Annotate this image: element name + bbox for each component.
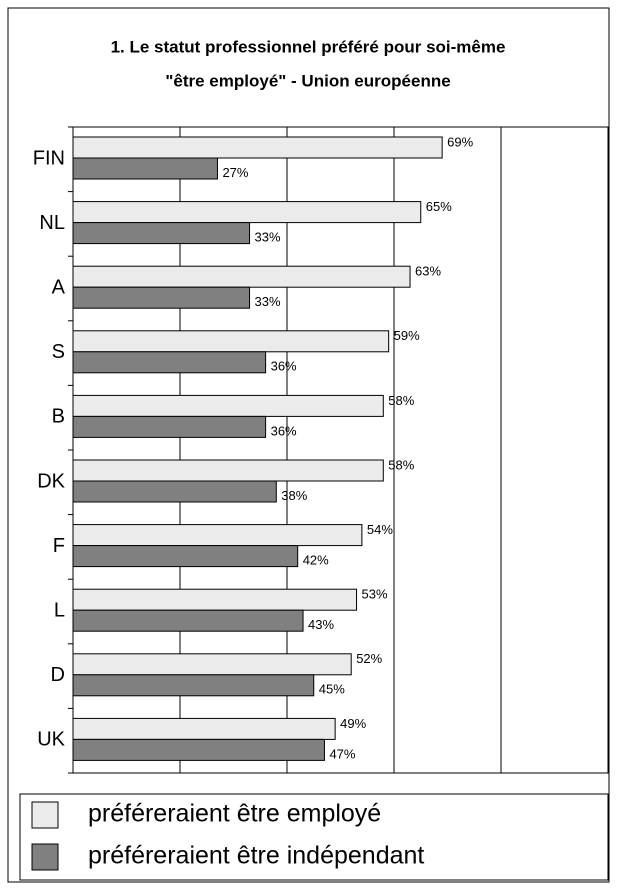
bar (72, 717, 336, 740)
chart-title: "être employé" - Union européenne (165, 71, 450, 90)
legend (19, 793, 609, 881)
bar (72, 588, 358, 611)
legend-swatch (31, 843, 59, 871)
value-label: 58% (388, 393, 414, 408)
bar (72, 222, 251, 245)
value-label: 53% (362, 587, 388, 602)
chart-title: 1. Le statut professionnel préféré pour … (111, 37, 506, 56)
value-label: 45% (319, 682, 345, 697)
y-tick-label: S (52, 341, 65, 363)
value-label: 69% (447, 134, 473, 149)
value-label: 65% (426, 199, 452, 214)
value-label: 59% (394, 328, 420, 343)
y-tick-label: NL (39, 212, 65, 234)
value-label: 52% (356, 651, 382, 666)
value-label: 27% (222, 165, 248, 180)
value-label: 38% (281, 488, 307, 503)
value-label: 47% (329, 746, 355, 761)
value-label: 36% (271, 359, 297, 374)
y-tick-label: UK (37, 729, 65, 751)
bar (72, 524, 363, 547)
bar (72, 201, 422, 224)
bar (72, 286, 251, 309)
y-tick-label: FIN (33, 147, 65, 169)
y-tick-label: DK (37, 470, 65, 492)
bar (72, 738, 325, 761)
bar (72, 653, 352, 676)
value-label: 33% (255, 294, 281, 309)
bar (72, 330, 390, 353)
bar (72, 157, 218, 180)
value-label: 42% (303, 553, 329, 568)
y-tick-label: B (52, 406, 65, 428)
bar (72, 609, 304, 632)
bar (72, 136, 443, 159)
bar (72, 674, 315, 697)
bar (72, 459, 384, 482)
y-tick-label: A (52, 276, 66, 298)
value-label: 36% (271, 423, 297, 438)
bar (72, 265, 411, 288)
y-tick-label: F (53, 535, 65, 557)
y-tick-label: L (54, 599, 65, 621)
bar (72, 545, 299, 568)
bar (72, 394, 384, 417)
legend-label: préféreraient être employé (88, 800, 381, 828)
value-label: 54% (367, 522, 393, 537)
value-label: 33% (255, 230, 281, 245)
value-label: 49% (340, 716, 366, 731)
value-label: 63% (415, 264, 441, 279)
bar (72, 351, 267, 374)
bar (72, 480, 277, 503)
legend-swatch (31, 801, 59, 829)
value-label: 58% (388, 457, 414, 472)
bar (72, 415, 267, 438)
legend-label: préféreraient être indépendant (88, 842, 424, 870)
value-label: 43% (308, 617, 334, 632)
y-tick-label: D (51, 664, 65, 686)
